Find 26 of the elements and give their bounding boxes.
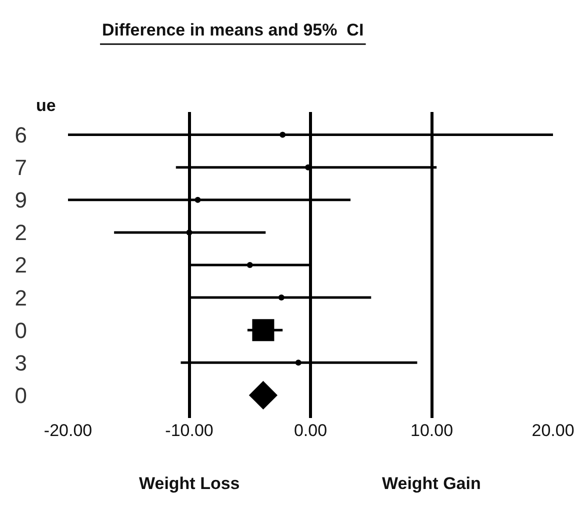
y-tick-label: 6: [14, 122, 27, 148]
point: [278, 294, 284, 301]
point: [246, 262, 253, 268]
x-tick-label: -10.00: [165, 421, 214, 440]
y-tick-label: 3: [14, 350, 27, 376]
point: [194, 196, 201, 203]
y-tick-label: 2: [14, 285, 27, 310]
x-tick-label: 20.00: [532, 421, 574, 440]
point: [295, 360, 302, 366]
y-tick-label: 0: [14, 318, 27, 343]
point: [186, 229, 192, 236]
text: Weight Gain: [382, 474, 481, 493]
x-tick-label: 10.00: [410, 421, 454, 440]
point: [252, 319, 274, 342]
chart-title: Difference in means and 95% CI: [102, 20, 364, 40]
point: [280, 132, 286, 138]
x-tick-label: -20.00: [44, 421, 92, 440]
point: [248, 380, 278, 410]
y-tick-label: 0: [14, 382, 27, 408]
text: Weight Loss: [139, 474, 240, 493]
y-tick-label: 2: [14, 220, 27, 246]
y-tick-label: 2: [14, 252, 27, 278]
x-tick-label: 0.00: [294, 421, 328, 440]
y-axis-title: ue: [36, 96, 56, 115]
y-tick-label: 9: [14, 188, 27, 213]
y-tick-label: 7: [14, 155, 27, 180]
